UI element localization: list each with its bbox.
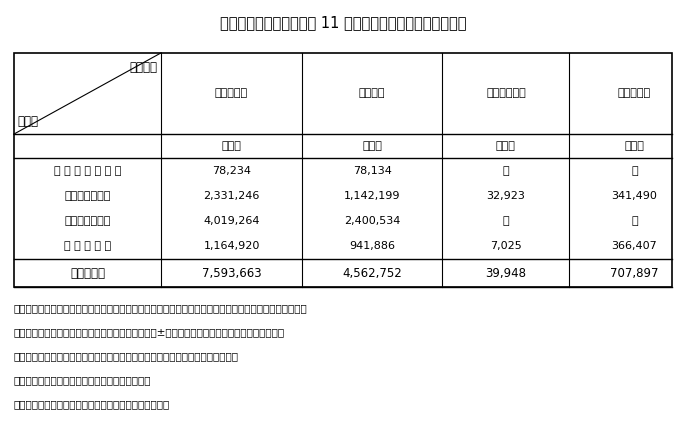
Text: 39,948: 39,948	[486, 267, 526, 279]
Text: 百万円: 百万円	[222, 141, 241, 151]
Text: 災 害 復 旧 等: 災 害 復 旧 等	[64, 241, 111, 251]
Text: 事　業　費: 事 業 費	[215, 88, 248, 99]
Text: 32,923: 32,923	[486, 191, 525, 201]
Text: 国　土　保　全: 国 土 保 全	[64, 216, 110, 226]
Text: ３　各項目及び合計はそれぞれ百万円未満を四捨五入した数値である。: ３ 各項目及び合計はそれぞれ百万円未満を四捨五入した数値である。	[14, 351, 239, 361]
Text: ２　国費は，当初予算＋予備費＋補正予算±流用により計算した補正後予算額である。: ２ 国費は，当初予算＋予備費＋補正予算±流用により計算した補正後予算額である。	[14, 327, 285, 337]
Text: 百万円: 百万円	[496, 141, 516, 151]
Text: （注）　１　政府の一般会計と特別会計との間及び政府関係機関との間の重複計数を除いたものである。: （注） １ 政府の一般会計と特別会計との間及び政府関係機関との間の重複計数を除い…	[14, 303, 307, 313]
Text: 366,407: 366,407	[612, 241, 657, 251]
Text: 国　　費: 国 費	[359, 88, 386, 99]
Text: 合　　　計: 合 計	[70, 267, 105, 279]
Text: （表１－１－１）　平成 11 年度における防災関係予算額等: （表１－１－１） 平成 11 年度における防災関係予算額等	[220, 15, 466, 30]
Text: ４　ＮＴＴ－Ａ事業を含んだ額である。: ４ ＮＴＴ－Ａ事業を含んだ額である。	[14, 375, 151, 385]
Text: 百万円: 百万円	[362, 141, 382, 151]
Text: 2,400,534: 2,400,534	[344, 216, 401, 226]
Text: －: －	[503, 166, 509, 176]
Text: 1,164,920: 1,164,920	[203, 241, 260, 251]
Text: 1,142,199: 1,142,199	[344, 191, 401, 201]
Text: 7,593,663: 7,593,663	[202, 267, 261, 279]
Text: 項　目: 項 目	[17, 114, 38, 128]
Text: 707,897: 707,897	[611, 267, 659, 279]
Text: 341,490: 341,490	[612, 191, 657, 201]
Text: 7,025: 7,025	[490, 241, 522, 251]
Text: －: －	[503, 216, 509, 226]
Text: 4,562,752: 4,562,752	[342, 267, 402, 279]
Text: 4,019,264: 4,019,264	[203, 216, 260, 226]
Text: 予算額等: 予算額等	[130, 61, 158, 74]
Text: 78,134: 78,134	[353, 166, 392, 176]
Text: ５　ＮＴＴ事業償還時補助は含まれていない。: ５ ＮＴＴ事業償還時補助は含まれていない。	[14, 400, 170, 410]
Text: 災　害　予　防: 災 害 予 防	[64, 191, 110, 201]
Text: 2,331,246: 2,331,246	[203, 191, 260, 201]
Text: －: －	[631, 216, 638, 226]
Text: 941,886: 941,886	[349, 241, 395, 251]
Text: 78,234: 78,234	[212, 166, 251, 176]
Text: 融資実行額: 融資実行額	[618, 88, 651, 99]
Text: 科 学 技 術 の 研 究: 科 学 技 術 の 研 究	[54, 166, 121, 176]
Text: 百万円: 百万円	[625, 141, 644, 151]
Text: 公団等支出額: 公団等支出額	[486, 88, 525, 99]
Text: －: －	[631, 166, 638, 176]
